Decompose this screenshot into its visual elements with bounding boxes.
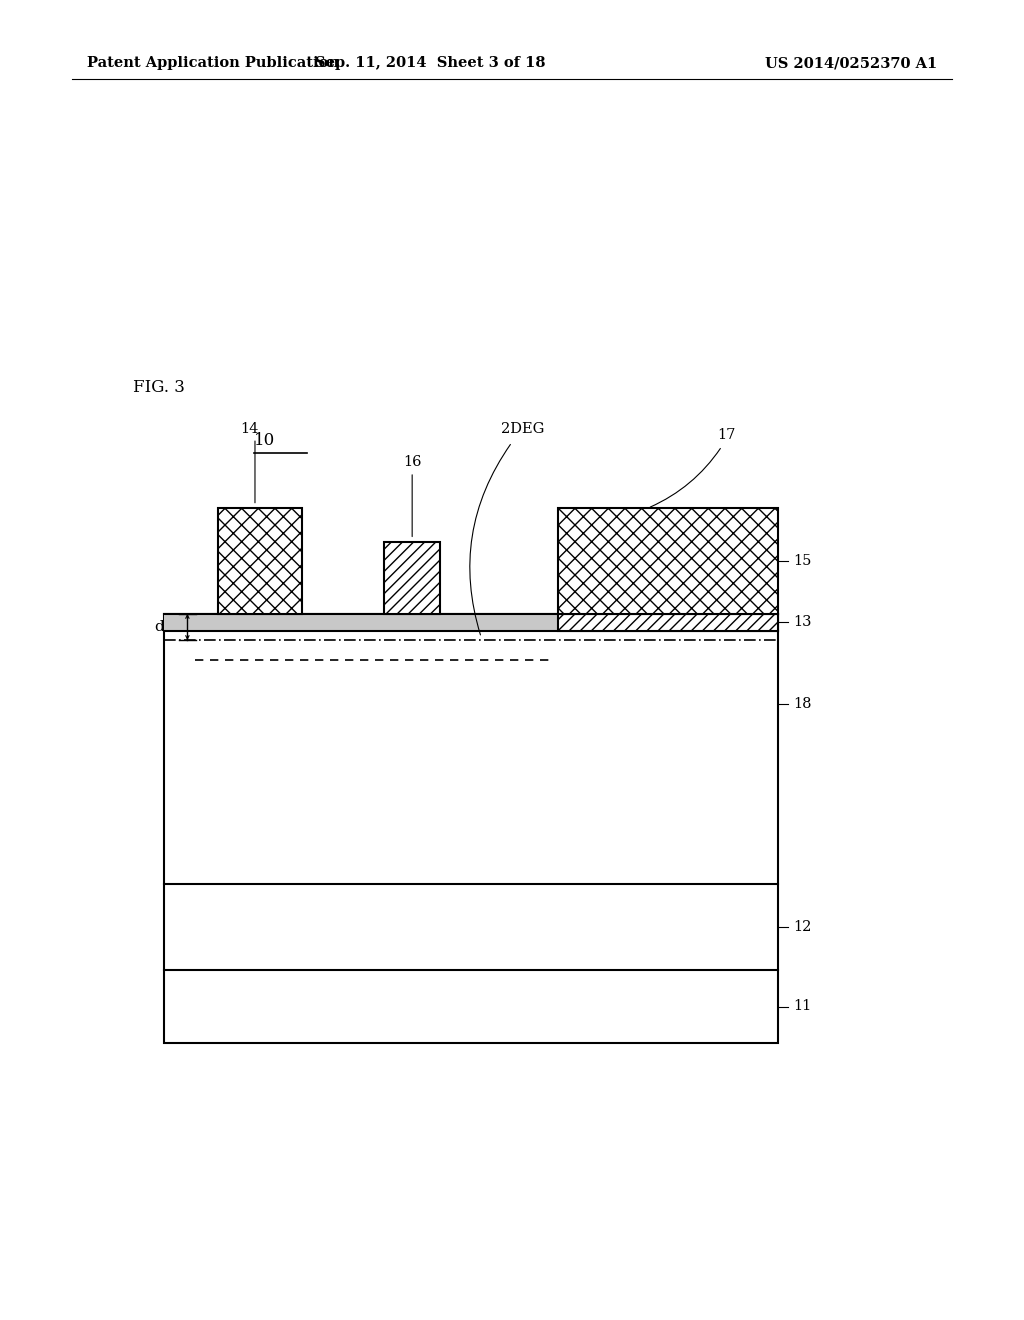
Text: 10: 10: [254, 432, 275, 449]
Text: 13: 13: [794, 615, 812, 630]
Bar: [164, 614, 778, 1043]
Bar: [558, 614, 778, 631]
Text: d: d: [154, 620, 164, 634]
Text: Sep. 11, 2014  Sheet 3 of 18: Sep. 11, 2014 Sheet 3 of 18: [314, 57, 546, 70]
Text: 15: 15: [794, 554, 812, 568]
Text: 14: 14: [241, 421, 259, 436]
Text: 17: 17: [717, 428, 735, 442]
Bar: [558, 508, 778, 614]
Text: Patent Application Publication: Patent Application Publication: [87, 57, 339, 70]
Bar: [164, 614, 778, 631]
Text: 16: 16: [402, 455, 422, 470]
Text: 12: 12: [794, 920, 812, 935]
Text: 11: 11: [794, 999, 812, 1014]
Bar: [384, 543, 440, 614]
FancyArrowPatch shape: [470, 445, 510, 635]
Bar: [218, 508, 302, 614]
Text: 2DEG: 2DEG: [501, 421, 544, 436]
Text: 18: 18: [794, 697, 812, 710]
Text: FIG. 3: FIG. 3: [133, 379, 185, 396]
Text: US 2014/0252370 A1: US 2014/0252370 A1: [765, 57, 937, 70]
FancyArrowPatch shape: [650, 449, 720, 507]
